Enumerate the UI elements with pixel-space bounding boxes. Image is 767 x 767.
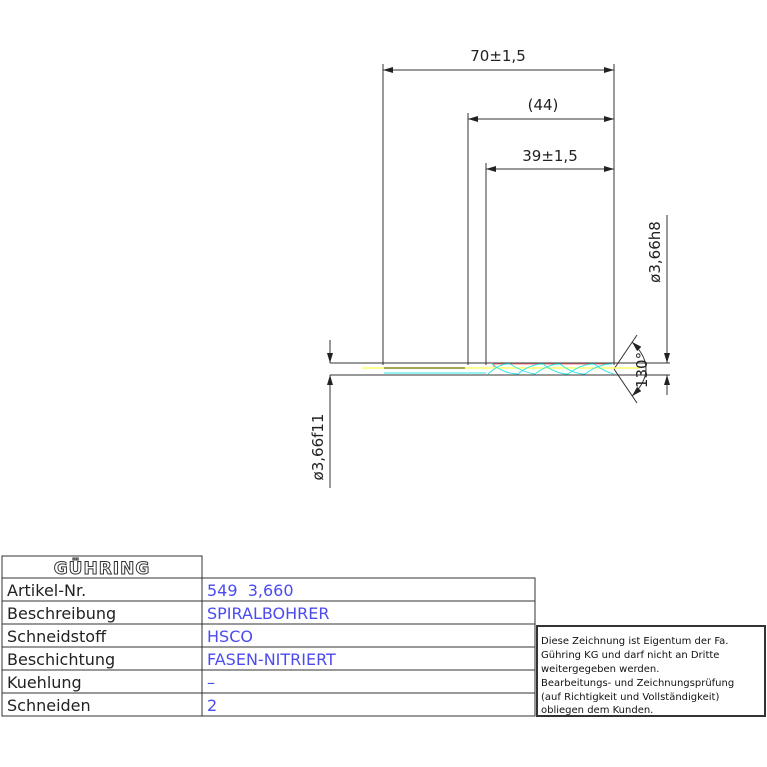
notice-line: obliegen dem Kunden. [541,705,653,716]
row-label: Schneiden [7,696,91,715]
shank-diameter-text: ø3,66f11 [309,414,327,481]
row-label: Schneidstoff [7,627,107,646]
notice-line: (auf Richtigkeit und Vollständigkeit) [541,692,719,703]
row-label: Beschichtung [7,650,115,669]
notice-line: Gühring KG und darf nicht an Dritte [541,650,719,661]
row-value: HSCO [207,627,253,646]
flute-helix [487,363,615,375]
row-value: SPIRALBOHRER [207,604,330,623]
row-label: Artikel-Nr. [7,581,86,600]
table-row: Artikel-Nr. 549 3,660 [7,581,294,600]
row-value: 2 [207,696,217,715]
notice-line: Diese Zeichnung ist Eigentum der Fa. [541,636,728,647]
flute-length-text: 39±1,5 [522,147,578,165]
ownership-notice: Diese Zeichnung ist Eigentum der Fa. Güh… [541,636,734,716]
table-row: Beschichtung FASEN-NITRIERT [7,650,336,669]
row-value: 549 3,660 [207,581,294,600]
title-block [1,555,766,717]
row-value: – [207,673,215,692]
overall-length-text: 70±1,5 [470,47,526,65]
row-label: Kuehlung [7,673,82,692]
row-label: Beschreibung [7,604,116,623]
point-angle-arc [631,341,647,397]
table-row: Schneiden 2 [7,696,217,715]
notice-line: weitergegeben werden. [541,664,659,675]
shank-ref-text: (44) [528,96,559,114]
table-row: Schneidstoff HSCO [7,627,253,646]
guehring-logo: GÜHRING [54,557,151,579]
notice-line: Bearbeitungs- und Zeichnungsprüfung [541,678,734,689]
tip-diameter-text: ø3,66h8 [646,221,664,283]
table-row: Beschreibung SPIRALBOHRER [7,604,330,623]
row-value: FASEN-NITRIERT [207,650,336,669]
table-row: Kuehlung – [7,673,215,692]
point-angle-text: 130° [633,352,651,388]
